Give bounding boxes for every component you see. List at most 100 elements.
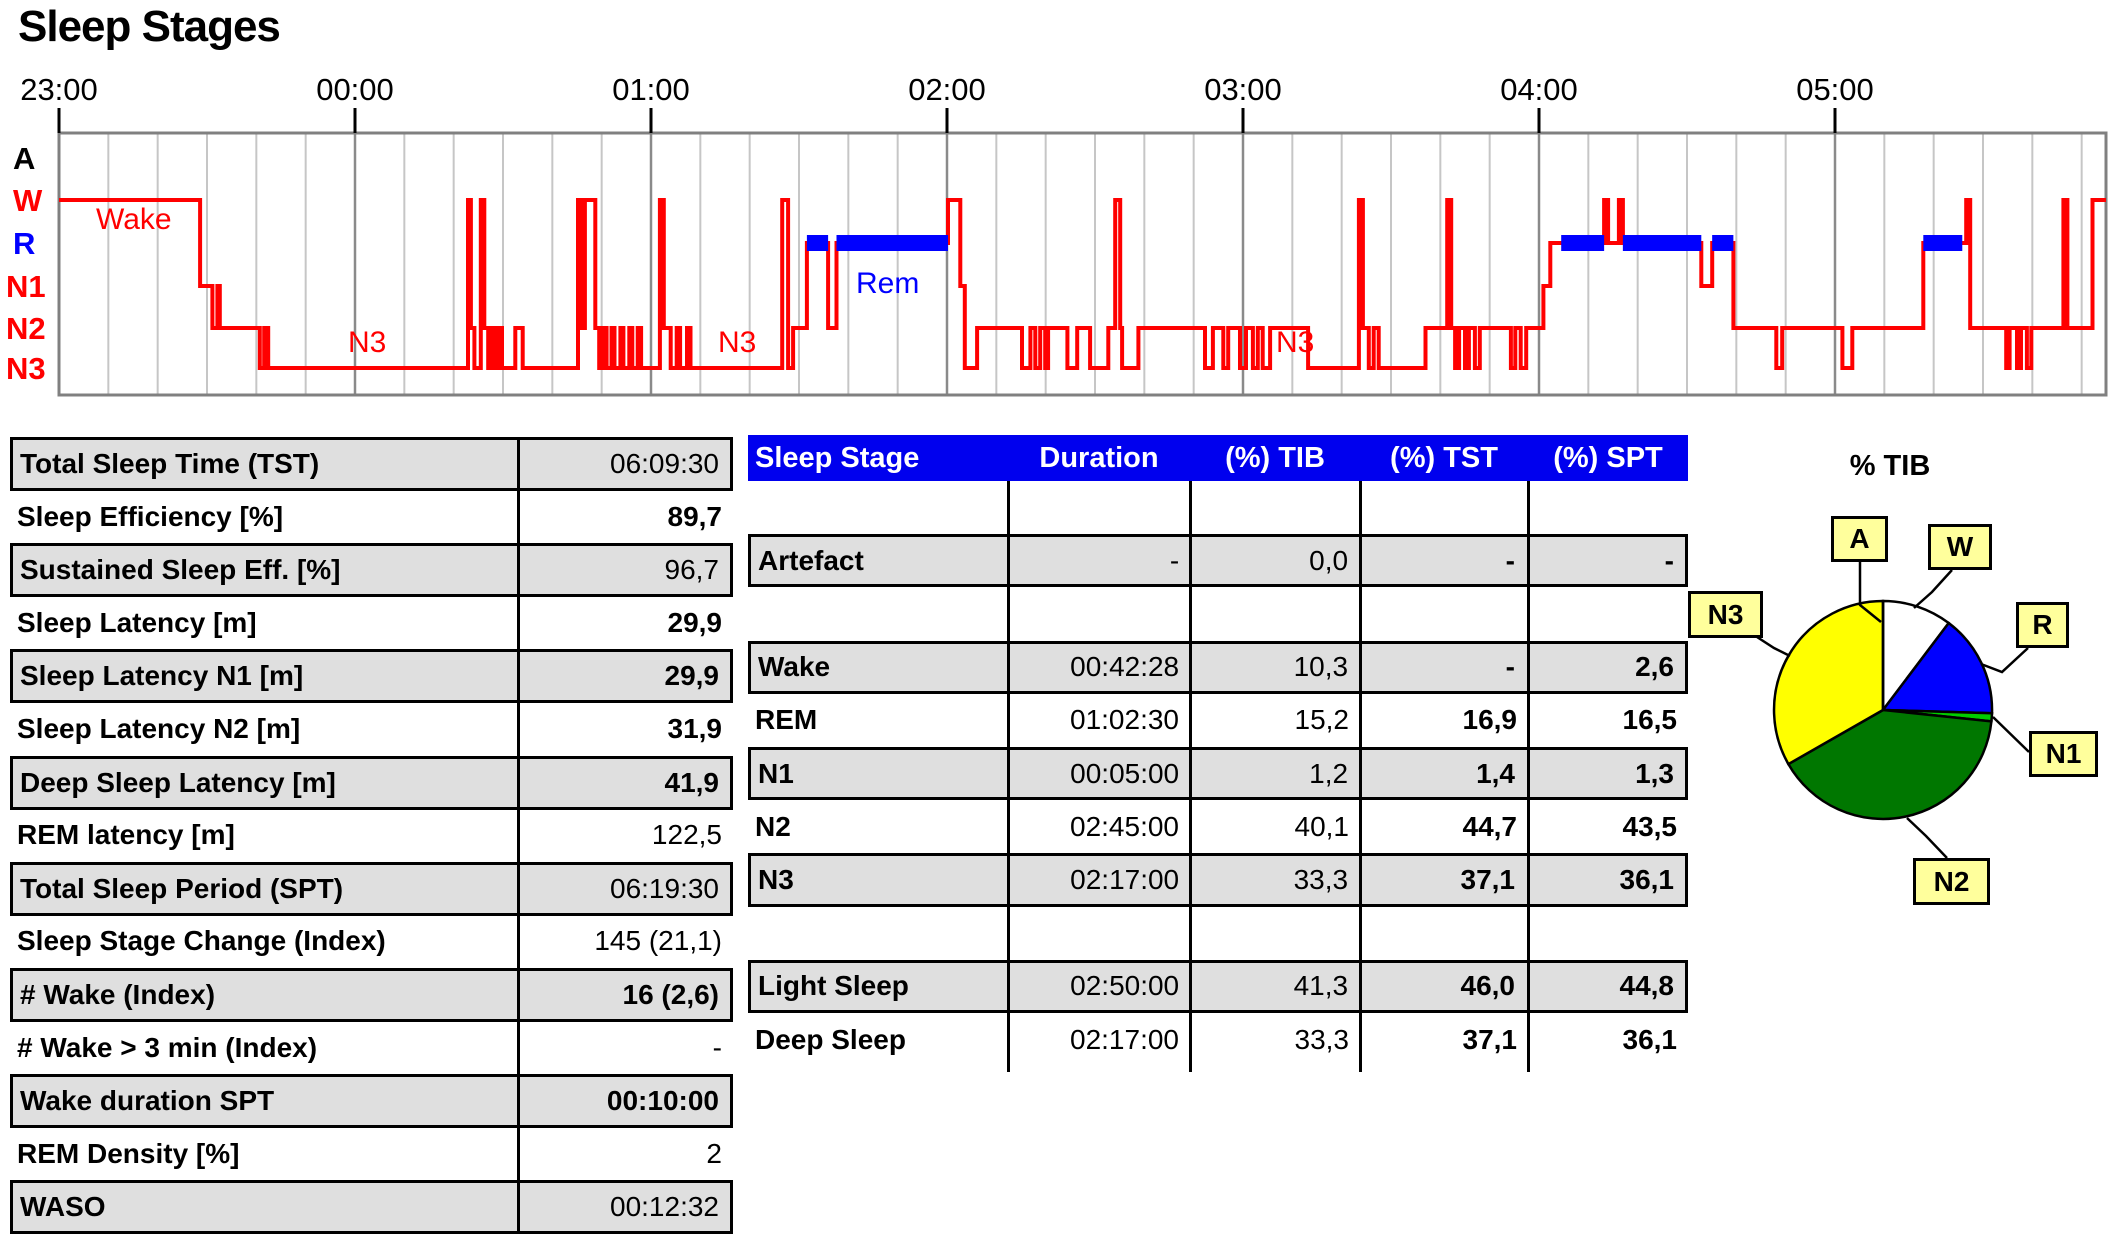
stage-table-row: Light Sleep 02:50:00 41,3 46,0 44,8 bbox=[748, 959, 1688, 1013]
stage-table-row: N3 02:17:00 33,3 37,1 36,1 bbox=[748, 853, 1688, 907]
pie-label-box-r: R bbox=[2016, 602, 2069, 648]
stage-table-cell: - bbox=[1664, 544, 1674, 576]
stage-table-row: Deep Sleep 02:17:00 33,3 37,1 36,1 bbox=[748, 1013, 1688, 1066]
summary-row-label: Sleep Latency N1 [m] bbox=[20, 660, 304, 692]
stage-table-cell: 40,1 bbox=[1294, 810, 1350, 842]
time-axis-label: 04:00 bbox=[1500, 72, 1578, 107]
stage-table-cell: 46,0 bbox=[1460, 970, 1516, 1002]
summary-row: Total Sleep Period (SPT) 06:19:30 bbox=[10, 861, 733, 916]
time-axis-label: 05:00 bbox=[1796, 72, 1874, 107]
summary-row: # Wake (Index) 16 (2,6) bbox=[10, 968, 733, 1023]
stage-table-cell: Deep Sleep bbox=[755, 1023, 906, 1055]
time-axis-label: 03:00 bbox=[1204, 72, 1282, 107]
stage-table-cell: 1,3 bbox=[1635, 757, 1674, 789]
page-title: Sleep Stages bbox=[18, 2, 281, 51]
summary-row-value: 06:09:30 bbox=[610, 448, 719, 480]
stage-table-cell: 1,4 bbox=[1476, 757, 1515, 789]
summary-row-value: 2 bbox=[706, 1137, 722, 1169]
summary-row-label: # Wake (Index) bbox=[20, 979, 216, 1011]
stage-table-divider bbox=[1527, 481, 1530, 1072]
pie-label-box-n2: N2 bbox=[1913, 858, 1990, 905]
summary-row-label: Total Sleep Time (TST) bbox=[20, 448, 320, 480]
stage-table-cell: Artefact bbox=[758, 544, 864, 576]
pie-connector-a bbox=[1858, 562, 1882, 623]
summary-row: WASO 00:12:32 bbox=[10, 1180, 733, 1235]
summary-row-label: Sleep Efficiency [%] bbox=[17, 500, 284, 532]
summary-row-label: Sleep Stage Change (Index) bbox=[17, 925, 386, 957]
pie-connector-n2 bbox=[1906, 817, 1948, 859]
stage-table-cell: 02:50:00 bbox=[1070, 970, 1180, 1002]
time-axis-label: 01:00 bbox=[612, 72, 690, 107]
stage-table-cell: 10,3 bbox=[1293, 651, 1349, 683]
pie-title: % TIB bbox=[1849, 450, 1931, 482]
stage-table-cell: 33,3 bbox=[1294, 1023, 1350, 1055]
stage-table-cell: 02:17:00 bbox=[1070, 863, 1180, 895]
rem-bar bbox=[1712, 235, 1734, 251]
annotation-wake: Wake bbox=[96, 203, 172, 236]
stage-axis-label-a: A bbox=[13, 141, 35, 176]
stage-table-cell: 2,6 bbox=[1635, 651, 1674, 683]
pie-connector-r bbox=[1980, 647, 2029, 674]
pie-slice-w bbox=[1881, 599, 1951, 714]
pie-connector-w bbox=[1913, 569, 1953, 609]
stage-table-row: Wake 00:42:28 10,3 - 2,6 bbox=[748, 640, 1688, 694]
stage-table-cell: 15,2 bbox=[1294, 704, 1350, 736]
summary-row-value: 00:10:00 bbox=[606, 1085, 719, 1117]
summary-row-value: 06:19:30 bbox=[610, 872, 719, 904]
stage-table-divider bbox=[1359, 481, 1362, 1072]
pie-label-box-n3: N3 bbox=[1688, 591, 1763, 638]
annotation-n3: N3 bbox=[348, 326, 386, 359]
summary-row-value: 145 (21,1) bbox=[594, 925, 722, 957]
summary-row-value: 96,7 bbox=[664, 554, 720, 586]
stage-table-cell: 00:05:00 bbox=[1070, 757, 1180, 789]
stage-table-cell: 36,1 bbox=[1619, 863, 1675, 895]
rem-bar bbox=[836, 235, 948, 251]
stage-table-cell: 37,1 bbox=[1462, 1023, 1518, 1055]
summary-row-value: 41,9 bbox=[664, 766, 720, 798]
stage-table-cell: 02:17:00 bbox=[1070, 1023, 1179, 1055]
summary-row-value: 89,7 bbox=[667, 500, 723, 532]
stage-table-cell: 01:02:30 bbox=[1070, 704, 1179, 736]
rem-bar bbox=[1923, 235, 1963, 251]
stage-table-cell: - bbox=[1505, 544, 1515, 576]
summary-row: Wake duration SPT 00:10:00 bbox=[10, 1074, 733, 1129]
stage-table-cell: 43,5 bbox=[1622, 810, 1678, 842]
stage-table-cell: N3 bbox=[758, 863, 794, 895]
stage-axis-label-w: W bbox=[13, 183, 43, 218]
stage-axis-label-n3: N3 bbox=[6, 351, 46, 386]
stage-table-divider bbox=[1007, 481, 1010, 1072]
hypnogram-chart: 23:00 00:00 01:00 02:00 03:00 04:00 05:00 AWR N1… bbox=[6, 72, 2108, 397]
summary-row-label: Total Sleep Period (SPT) bbox=[20, 872, 344, 904]
stage-table-cell: 0,0 bbox=[1309, 544, 1349, 576]
pie-connector-n3 bbox=[1756, 635, 1791, 658]
summary-row: REM latency [m] 122,5 bbox=[10, 809, 733, 862]
stage-table-cell: 44,8 bbox=[1619, 970, 1675, 1002]
stage-table-cell: 33,3 bbox=[1293, 863, 1349, 895]
summary-table: Total Sleep Time (TST) 06:09:30 Sleep Effi… bbox=[10, 437, 733, 1235]
summary-row-value: 16 (2,6) bbox=[622, 979, 720, 1011]
annotation-n3: N3 bbox=[718, 326, 756, 359]
summary-row: Sleep Latency N1 [m] 29,9 bbox=[10, 649, 733, 704]
stage-table-cell: N2 bbox=[755, 810, 791, 842]
pie-connector-n1 bbox=[1992, 716, 2030, 753]
stage-table-header-cell: (%) TIB bbox=[1225, 441, 1325, 474]
stage-table-cell: 16,5 bbox=[1622, 704, 1678, 736]
summary-row: Deep Sleep Latency [m] 41,9 bbox=[10, 755, 733, 810]
summary-row-label: WASO bbox=[20, 1191, 106, 1223]
stage-table-header: Sleep Stage Duration (%) TIB (%) TST (%) SPT bbox=[748, 435, 1688, 481]
stage-table-cell: 16,9 bbox=[1462, 704, 1518, 736]
summary-row-value: 00:12:32 bbox=[610, 1191, 719, 1223]
summary-row-value: 29,9 bbox=[664, 660, 720, 692]
stage-axis-label-n1: N1 bbox=[6, 269, 46, 304]
pie-label-box-a: A bbox=[1831, 516, 1888, 562]
stage-table-cell: - bbox=[1505, 651, 1515, 683]
stage-table-cell: REM bbox=[755, 704, 818, 736]
rem-bar bbox=[806, 235, 829, 251]
stage-table-header-cell: (%) TST bbox=[1390, 441, 1498, 474]
time-axis-label: 23:00 bbox=[20, 72, 98, 107]
pie-label-box-n1: N1 bbox=[2029, 731, 2098, 777]
stage-table-divider bbox=[1189, 481, 1192, 1072]
annotation-n3: N3 bbox=[1276, 326, 1314, 359]
summary-row: Sleep Efficiency [%] 89,7 bbox=[10, 490, 733, 543]
summary-row-label: Sustained Sleep Eff. [%] bbox=[20, 554, 341, 586]
